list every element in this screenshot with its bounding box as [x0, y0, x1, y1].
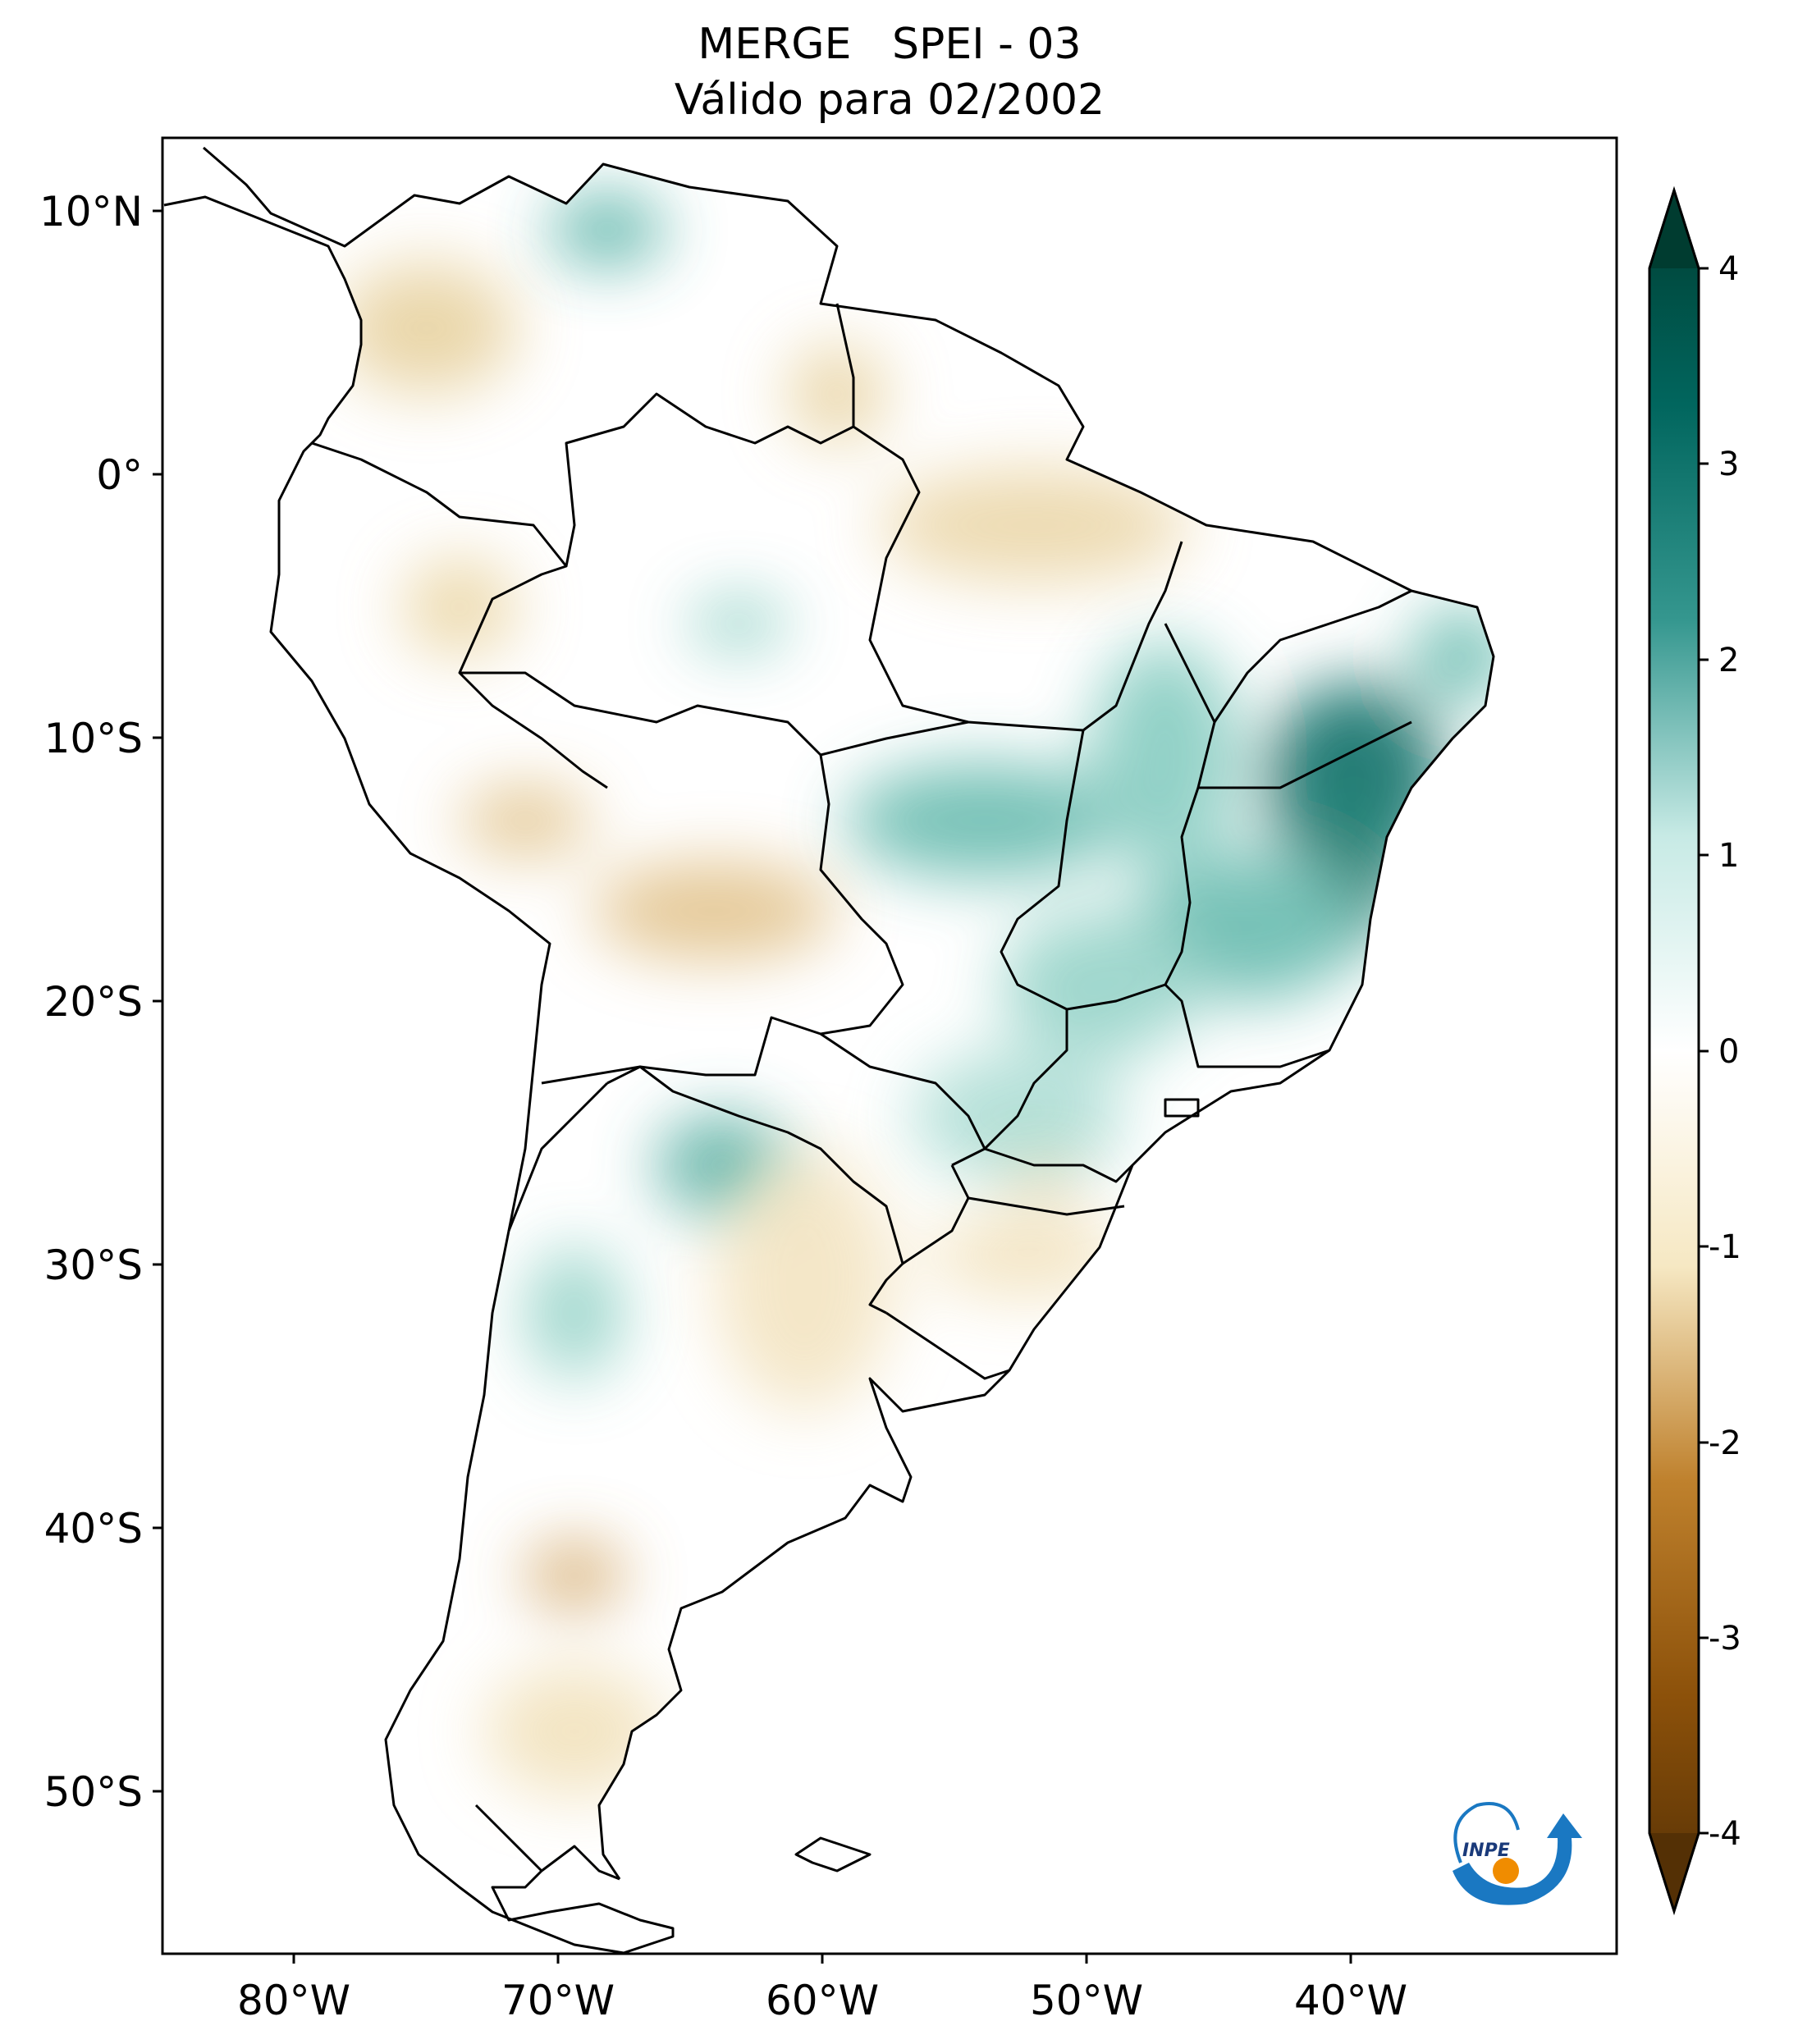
- lat-label: 0°: [96, 451, 143, 499]
- lon-label: 50°W: [1030, 1977, 1143, 2024]
- colorbar-label: 0: [1718, 1033, 1739, 1071]
- colorbar-label: 2: [1718, 642, 1739, 679]
- lat-label: 30°S: [44, 1241, 143, 1289]
- colorbar-label: -3: [1709, 1620, 1741, 1658]
- colorbar-label: -2: [1709, 1424, 1741, 1462]
- lat-label: 50°S: [44, 1768, 143, 1816]
- coastline-borders: [163, 146, 1495, 1954]
- colorbar-label: 1: [1718, 837, 1739, 875]
- lon-labels: 80°W 70°W 60°W 50°W 40°W: [237, 1977, 1407, 2024]
- colorbar: 4 3 2 1 0 -1 -2 -3 -4: [1648, 186, 1741, 1915]
- lon-ticks: [292, 1954, 1352, 1964]
- lat-label: 40°S: [44, 1505, 143, 1552]
- lat-label: 10°N: [39, 188, 143, 235]
- map-title: MERGE SPEI - 03: [698, 20, 1082, 69]
- lat-ticks: [153, 209, 162, 1793]
- lat-labels: 10°N 0° 10°S 20°S 30°S 40°S 50°S: [39, 188, 143, 1816]
- map-frame: [161, 136, 1618, 1955]
- colorbar-label: 3: [1718, 446, 1739, 483]
- lon-label: 70°W: [501, 1977, 615, 2024]
- inpe-logo: INPE: [1453, 1802, 1582, 1905]
- lat-label: 10°S: [44, 715, 143, 762]
- colorbar-label: -1: [1709, 1228, 1741, 1266]
- colorbar-label: 4: [1718, 250, 1739, 288]
- map-subtitle: Válido para 02/2002: [674, 75, 1105, 125]
- logo-text: INPE: [1462, 1841, 1510, 1861]
- colorbar-bar: [1648, 186, 1700, 1915]
- colorbar-label: -4: [1709, 1815, 1741, 1853]
- lon-label: 60°W: [766, 1977, 879, 2024]
- lon-label: 40°W: [1294, 1977, 1407, 2024]
- colorbar-labels: 4 3 2 1 0 -1 -2 -3 -4: [1709, 250, 1741, 1853]
- lat-label: 20°S: [44, 978, 143, 1026]
- lon-label: 80°W: [237, 1977, 350, 2024]
